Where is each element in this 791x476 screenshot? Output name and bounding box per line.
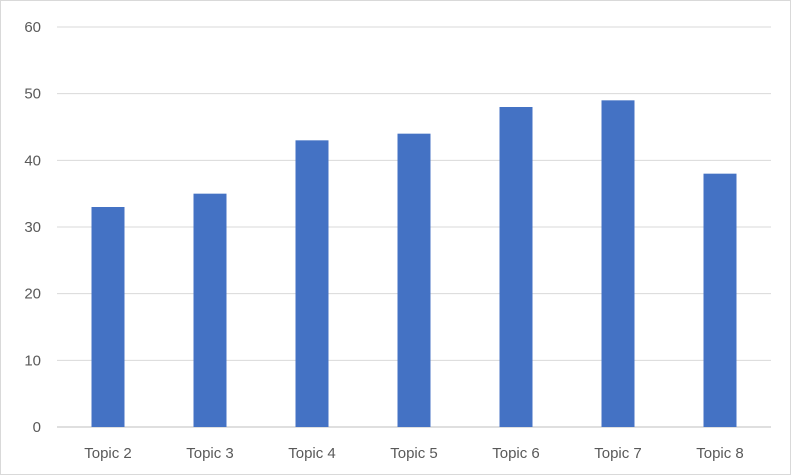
bar-topic-8 xyxy=(703,173,737,427)
y-tick-label: 10 xyxy=(24,352,41,369)
bar-topic-6 xyxy=(499,107,533,427)
bar-topic-5 xyxy=(397,133,431,427)
bar-topic-2 xyxy=(91,207,125,427)
x-tick-label: Topic 8 xyxy=(696,445,744,462)
x-tick-label: Topic 7 xyxy=(594,445,642,462)
y-tick-label: 40 xyxy=(24,152,41,169)
bars xyxy=(91,100,737,428)
x-tick-label: Topic 3 xyxy=(186,445,234,462)
bar-topic-7 xyxy=(601,100,635,427)
y-tick-label: 0 xyxy=(33,419,41,436)
x-tick-label: Topic 6 xyxy=(492,445,540,462)
x-axis-ticks: Topic 2 Topic 3 Topic 4 Topic 5 Topic 6 Topic… xyxy=(84,445,744,462)
y-tick-label: 50 xyxy=(24,86,41,103)
bar-topic-3 xyxy=(193,193,227,427)
x-tick-label: Topic 2 xyxy=(84,445,132,462)
y-tick-label: 60 xyxy=(24,19,41,36)
y-tick-label: 30 xyxy=(24,219,41,236)
x-tick-label: Topic 4 xyxy=(288,445,336,462)
x-tick-label: Topic 5 xyxy=(390,445,438,462)
y-tick-label: 20 xyxy=(24,286,41,303)
bar-topic-4 xyxy=(295,140,329,428)
y-axis-ticks: 0 10 20 30 40 50 60 xyxy=(24,19,41,436)
